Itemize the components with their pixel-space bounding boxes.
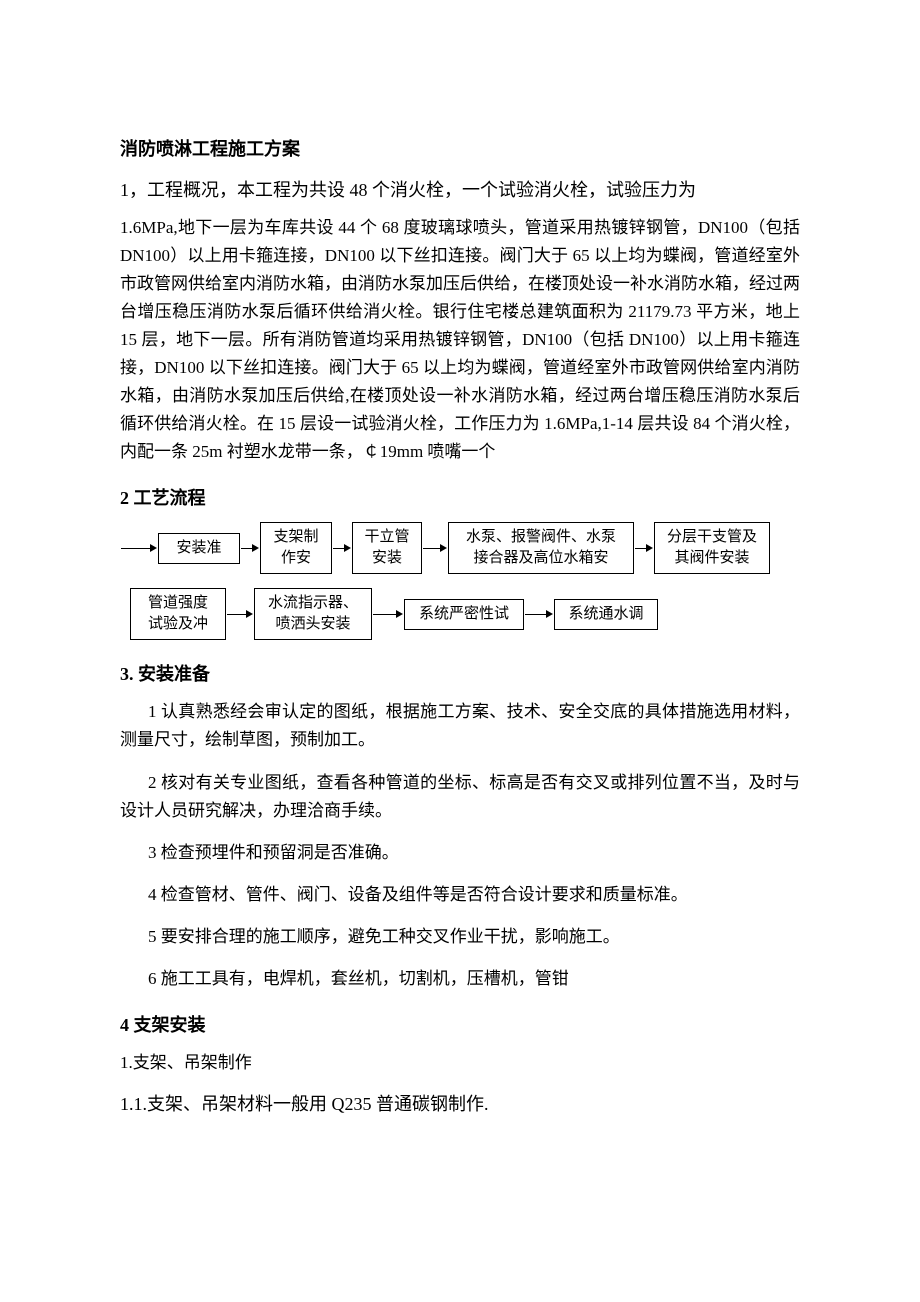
section-4-sub11: 1.1.支架、吊架材料一般用 Q235 普通碳钢制作. xyxy=(120,1091,800,1118)
flow-step: 系统通水调 xyxy=(554,599,658,630)
section-3-item: 3 检查预埋件和预留洞是否准确。 xyxy=(148,839,800,867)
flow-step: 支架制 作安 xyxy=(260,522,332,574)
flow-arrow xyxy=(524,610,554,618)
flow-arrow xyxy=(226,610,254,618)
section-3-item: 5 要安排合理的施工顺序，避免工种交叉作业干扰，影响施工。 xyxy=(148,923,800,951)
section-3-item: 2 核对有关专业图纸，查看各种管道的坐标、标高是否有交叉或排列位置不当，及时与设… xyxy=(120,769,800,825)
flowchart-row-1: 安装准支架制 作安干立管 安装水泵、报警阀件、水泵 接合器及高位水箱安分层干支管… xyxy=(120,522,800,574)
flow-arrow xyxy=(120,544,158,552)
section-4-sub1: 1.支架、吊架制作 xyxy=(120,1049,800,1077)
flow-arrow xyxy=(634,544,654,552)
flow-step: 水泵、报警阀件、水泵 接合器及高位水箱安 xyxy=(448,522,634,574)
flowchart: 安装准支架制 作安干立管 安装水泵、报警阀件、水泵 接合器及高位水箱安分层干支管… xyxy=(120,522,800,640)
section-3-item: 4 检查管材、管件、阀门、设备及组件等是否符合设计要求和质量标准。 xyxy=(148,881,800,909)
section-3-title: 3. 安装准备 xyxy=(120,660,800,686)
flow-step: 系统严密性试 xyxy=(404,599,524,630)
flow-step: 管道强度 试验及冲 xyxy=(130,588,226,640)
section-2-title: 2 工艺流程 xyxy=(120,484,800,510)
section-3-item: 1 认真熟悉经会审认定的图纸，根据施工方案、技术、安全交底的具体措施选用材料，测… xyxy=(120,698,800,754)
section-1-intro: 1，工程概况，本工程为共设 48 个消火栓，一个试验消火栓，试验压力为 xyxy=(120,177,800,204)
section-3-item: 6 施工工具有，电焊机，套丝机，切割机，压槽机，管钳 xyxy=(148,965,800,993)
flow-arrow xyxy=(422,544,448,552)
flow-arrow xyxy=(372,610,404,618)
flow-step: 干立管 安装 xyxy=(352,522,422,574)
flow-step: 分层干支管及 其阀件安装 xyxy=(654,522,770,574)
section-1-body: 1.6MPa,地下一层为车库共设 44 个 68 度玻璃球喷头，管道采用热镀锌钢… xyxy=(120,214,800,466)
section-4-title: 4 支架安装 xyxy=(120,1011,800,1037)
flow-arrow xyxy=(240,544,260,552)
flow-step: 安装准 xyxy=(158,533,240,564)
flow-arrow xyxy=(332,544,352,552)
flowchart-row-2: 管道强度 试验及冲水流指示器、 喷洒头安装 系统严密性试系统通水调 xyxy=(130,588,800,640)
flow-step: 水流指示器、 喷洒头安装 xyxy=(254,588,372,640)
document-title: 消防喷淋工程施工方案 xyxy=(120,135,800,161)
